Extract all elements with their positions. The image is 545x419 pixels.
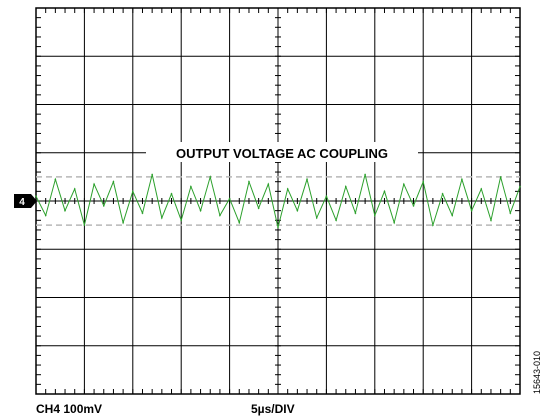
waveform-point [73,188,76,190]
waveform-point [209,176,212,178]
vertical-scale-label: CH4 100mV [36,402,102,416]
waveform-point [93,183,95,185]
waveform-point [267,183,270,185]
waveform-point [248,180,250,183]
waveform-point [509,212,512,214]
waveform-point [306,178,308,181]
waveform-point [257,207,260,210]
channel-marker-label: 4 [19,197,25,208]
timebase-label: 5µs/DIV [251,402,295,416]
waveform-point [83,224,86,226]
waveform-point [383,190,386,193]
waveform-point [286,188,289,190]
waveform-point [219,214,221,217]
center-axis-ticks [35,7,521,395]
waveform-point [190,185,192,188]
waveform-point [277,226,279,229]
waveform-point [35,195,37,197]
waveform-point [393,221,395,224]
waveform-point [54,178,57,181]
waveform-point [122,221,124,224]
waveform-point [344,185,347,188]
waveform-point [403,183,405,185]
waveform-point [490,219,492,222]
channel-marker: 4 [14,194,37,208]
waveform-point [451,214,454,217]
waveform-point [44,214,47,217]
waveform-point [238,221,241,224]
waveform-point [64,209,66,212]
figure-id: 15643-010 [532,351,542,394]
waveform-point [499,176,502,178]
waveform-point [161,217,163,219]
waveform-point [480,188,483,190]
waveform-point [315,217,318,219]
waveform-point [102,205,105,207]
waveform-point [141,212,144,214]
chart-title: OUTPUT VOLTAGE AC COUPLING [176,146,388,161]
waveform-point [325,195,328,197]
waveform-point [335,219,337,222]
waveform-point [470,209,473,212]
reference-lines [36,176,520,226]
waveform-point [151,173,153,176]
waveform-point [170,192,173,195]
waveform-point [432,224,434,226]
waveform-point [412,205,415,207]
waveform-point [132,190,134,193]
waveform-point [422,180,425,183]
waveform-point [519,185,521,188]
waveform-point [199,209,202,212]
waveform-points [35,173,521,229]
waveform-point [112,180,115,183]
waveform-point [441,192,444,195]
waveform-point [364,173,366,176]
waveform-point [461,178,463,181]
waveform-point [354,212,357,214]
waveform-point [228,197,231,200]
waveform-point [374,214,376,217]
waveform-point [296,209,299,212]
waveform-point [180,219,182,222]
title-label-group: OUTPUT VOLTAGE AC COUPLING [146,142,418,162]
